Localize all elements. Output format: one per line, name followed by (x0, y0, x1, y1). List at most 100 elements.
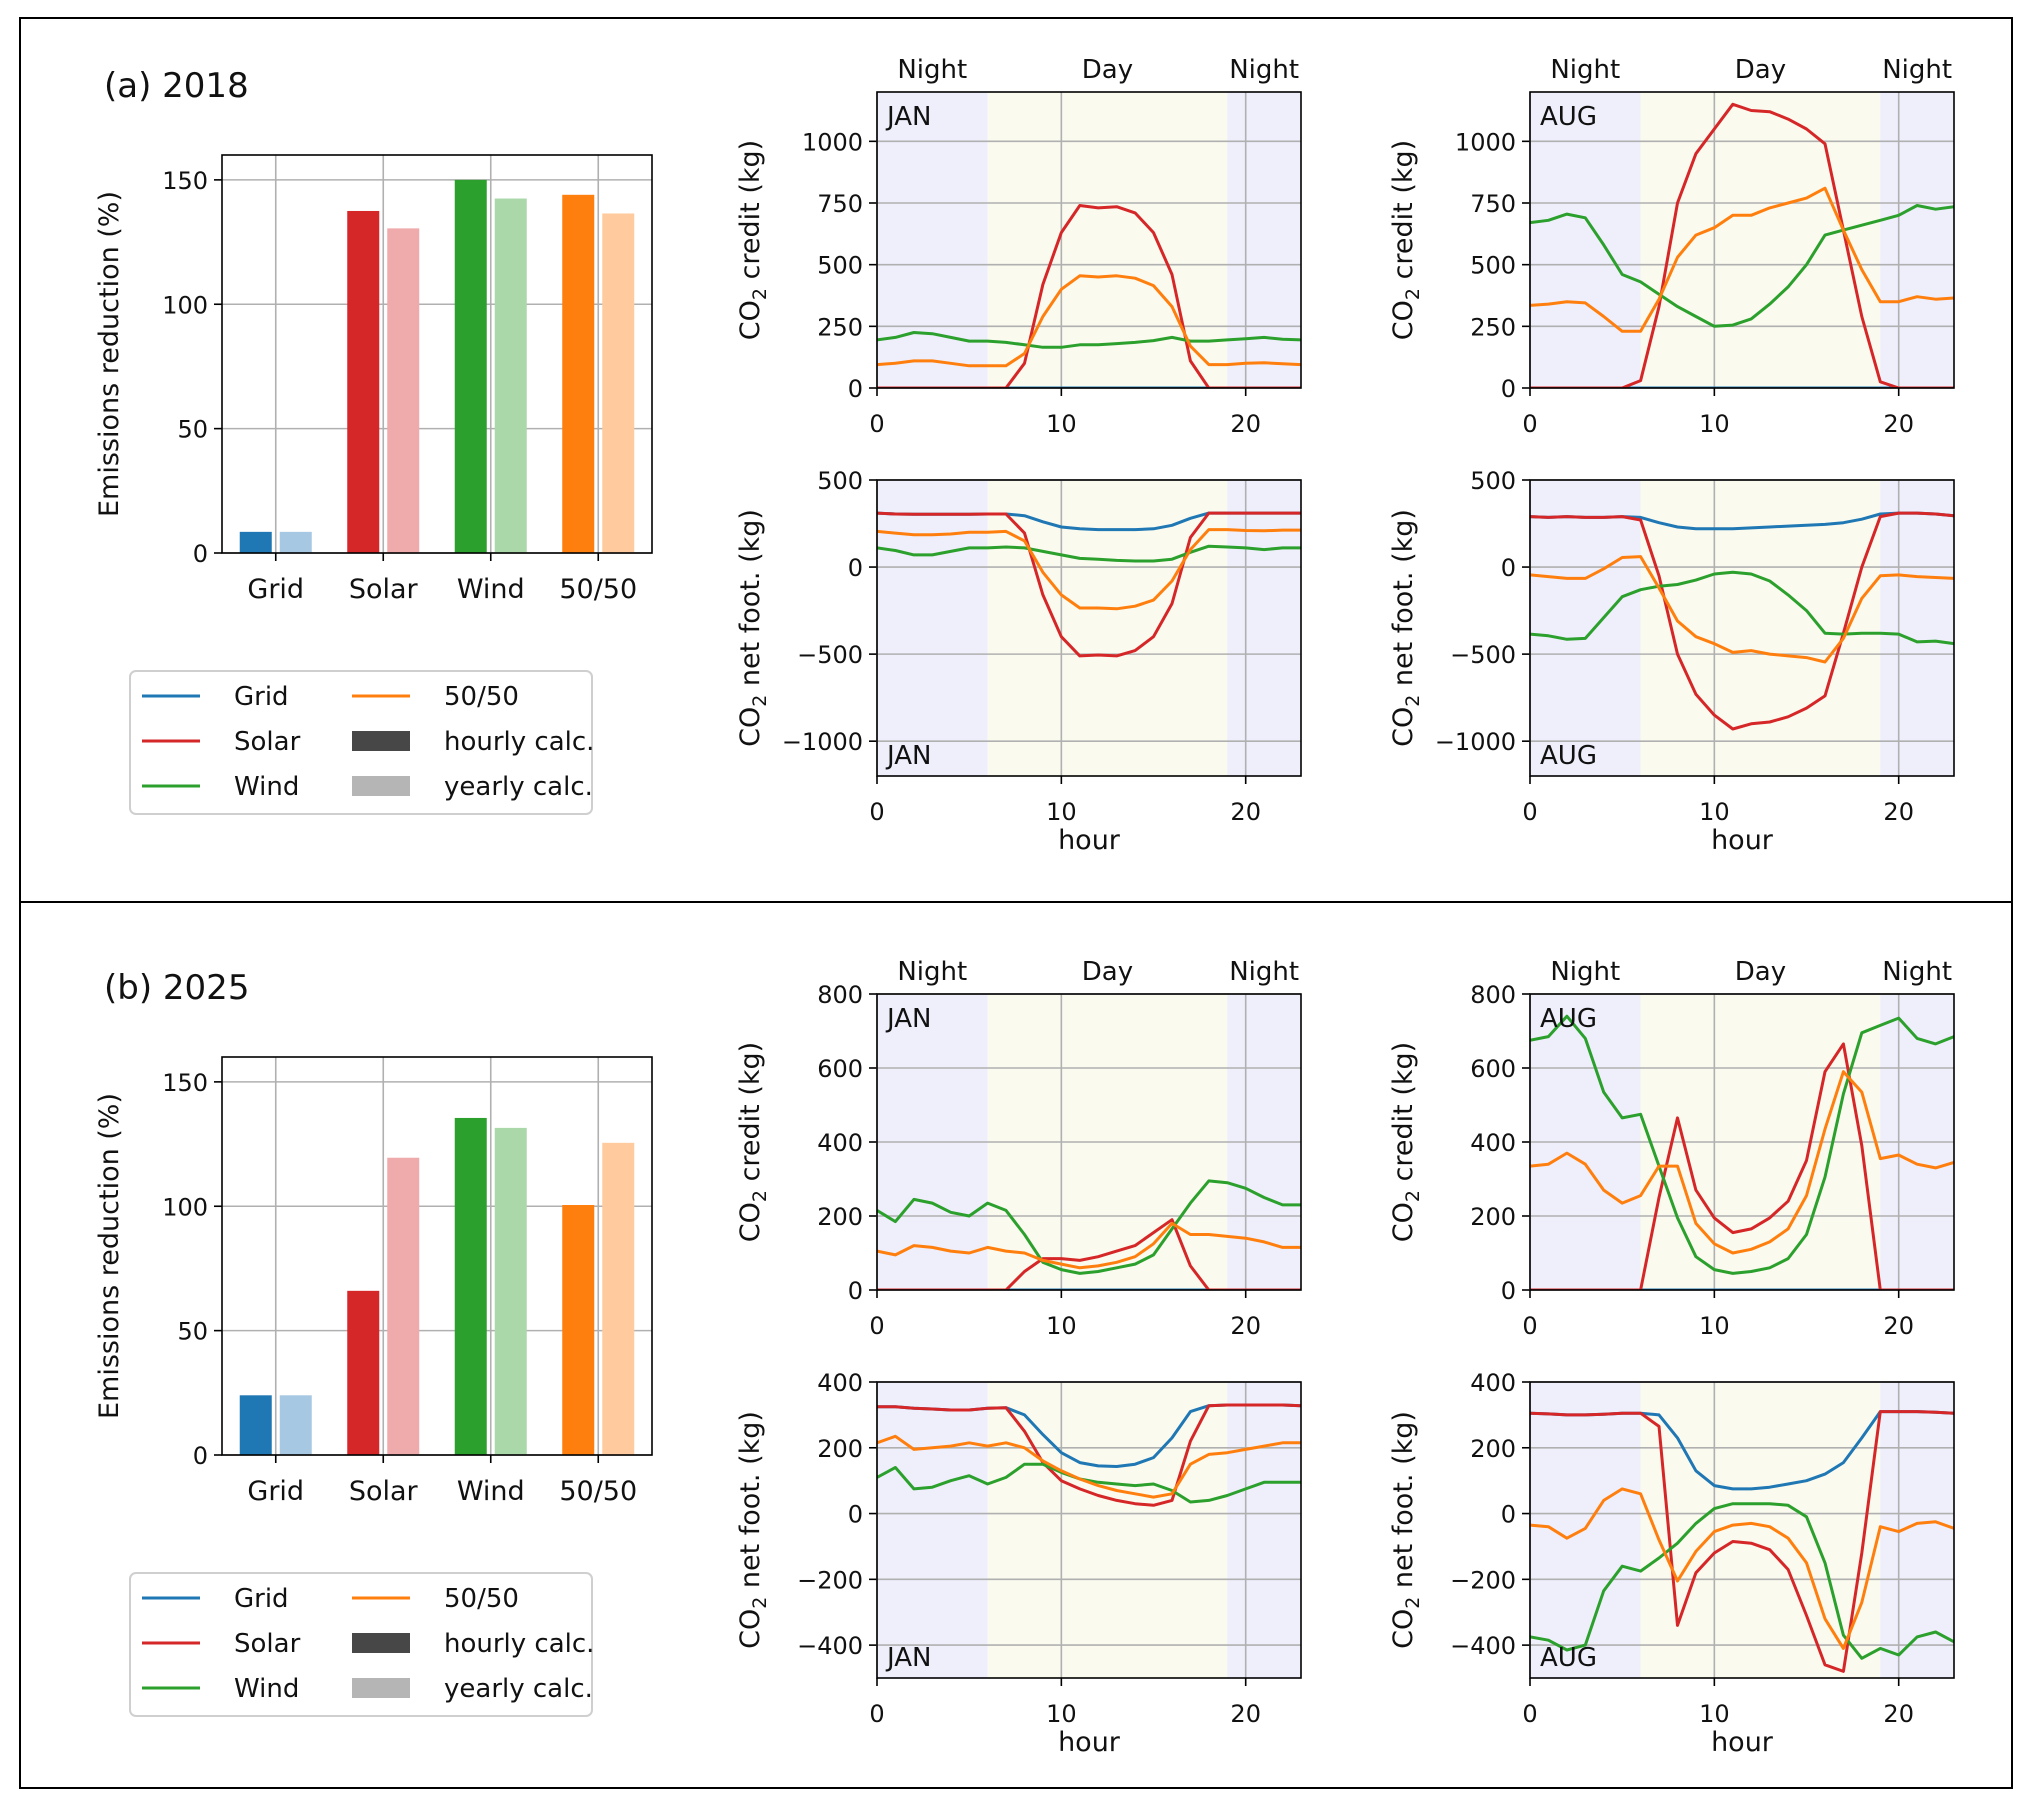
x-tick-label: 0 (869, 1700, 884, 1728)
legend-patch-swatch (352, 1678, 410, 1698)
y-tick-label: 750 (1470, 190, 1516, 218)
y-label-rest: net foot. (kg) (735, 509, 766, 695)
y-tick-label: 150 (162, 167, 208, 195)
y-tick-label: −500 (797, 641, 863, 669)
night-shade (877, 92, 988, 388)
y-tick-label: 400 (1470, 1369, 1516, 1397)
bar-y-label: Emissions reduction (%) (94, 1093, 125, 1419)
legend-patch-swatch (352, 1633, 410, 1653)
bar-yearly (387, 1157, 420, 1455)
x-tick-label: 20 (1230, 410, 1261, 438)
series-line-solar (877, 1218, 1301, 1290)
series-line-solar (1530, 1042, 1954, 1290)
x-axis-label: hour (1711, 825, 1774, 856)
line-chart-jan-credit: 0 200 400 600 800 0 10 20 JAN Night Day Night CO2 cr… (735, 957, 1302, 1340)
panel-b-frame (19, 901, 2013, 1789)
y-label-rest: credit (kg) (1388, 1042, 1419, 1190)
month-label: AUG (1540, 1643, 1597, 1673)
y-tick-label: 500 (1470, 252, 1516, 280)
night-shade (877, 1382, 988, 1678)
line-chart-jan-credit: 0 250 500 750 1000 0 10 20 JAN Night Day Night CO2 c… (735, 55, 1302, 438)
legend: Grid Solar Wind 50/50 hourly calc. yearly cal… (129, 1572, 594, 1717)
y-tick-label: 200 (1470, 1435, 1516, 1463)
month-label: AUG (1540, 1004, 1597, 1034)
series-line-solar (877, 511, 1301, 658)
series-line-50-50 (1530, 186, 1954, 333)
x-tick-label: 20 (1230, 798, 1261, 826)
legend-label: Solar (234, 727, 301, 757)
day-night-label: Night (1229, 957, 1299, 987)
y-label-sub: 2 (749, 1597, 771, 1609)
line-axes-frame (876, 993, 1302, 1291)
series-line-solar (877, 1403, 1301, 1507)
x-tick-label: Wind (457, 1476, 525, 1507)
day-night-label: Night (1882, 957, 1952, 987)
y-tick-label: 0 (1501, 1277, 1516, 1305)
night-shade (877, 480, 988, 776)
y-axis-label: CO2 credit (kg) (735, 140, 771, 340)
x-tick-label: 0 (1522, 410, 1537, 438)
x-tick-label: 10 (1699, 1700, 1730, 1728)
night-shade (1530, 92, 1641, 388)
y-axis-label: CO2 credit (kg) (735, 1042, 771, 1242)
night-shade (1880, 480, 1954, 776)
y-tick-label: 0 (1501, 1501, 1516, 1529)
x-tick-label: 0 (869, 1312, 884, 1340)
line-chart-aug-credit: 0 200 400 600 800 0 10 20 AUG Night Day Night CO2 cr… (1388, 957, 1955, 1340)
y-tick-label: 0 (193, 1442, 208, 1470)
y-tick-label: 600 (817, 1055, 863, 1083)
y-tick-label: 0 (1501, 554, 1516, 582)
y-tick-label: −1000 (782, 728, 863, 756)
line-axes-frame (1529, 993, 1955, 1291)
series-line-wind (877, 1179, 1301, 1275)
x-tick-label: 20 (1883, 410, 1914, 438)
bar-hourly (239, 531, 272, 553)
day-shade (1640, 480, 1881, 776)
y-label-rest: credit (kg) (735, 1042, 766, 1190)
bar-hourly (454, 1117, 487, 1455)
line-axes-frame (876, 91, 1302, 389)
y-tick-label: 0 (193, 540, 208, 568)
series-line-50-50 (877, 1221, 1301, 1270)
line-axes-frame (1529, 91, 1955, 389)
y-axis-label: CO2 credit (kg) (1388, 140, 1424, 340)
legend-label: Wind (234, 1674, 299, 1704)
y-tick-label: 600 (1470, 1055, 1516, 1083)
legend-label: 50/50 (444, 682, 519, 712)
y-tick-label: 200 (817, 1203, 863, 1231)
y-tick-label: 200 (1470, 1203, 1516, 1231)
bar-hourly (347, 210, 380, 553)
day-night-label: Night (1229, 55, 1299, 85)
y-tick-label: 0 (848, 1277, 863, 1305)
y-tick-label: 500 (817, 467, 863, 495)
bar-axes-frame (221, 154, 653, 554)
x-tick-label: Wind (457, 574, 525, 605)
y-label-main: CO (1388, 1609, 1419, 1649)
y-label-main: CO (735, 1202, 766, 1242)
y-label-rest: net foot. (kg) (1388, 509, 1419, 695)
line-chart-aug-credit: 0 250 500 750 1000 0 10 20 AUG Night Day Night CO2 c… (1388, 55, 1955, 438)
y-label-main: CO (1388, 707, 1419, 747)
y-axis-label: CO2 net foot. (kg) (1388, 1411, 1424, 1649)
legend-label: Solar (234, 1629, 301, 1659)
x-tick-label: 0 (869, 410, 884, 438)
y-tick-label: 400 (1470, 1129, 1516, 1157)
legend-label: hourly calc. (444, 1629, 594, 1659)
legend-patch-swatch (352, 776, 410, 796)
x-tick-label: 10 (1046, 1312, 1077, 1340)
y-axis-label: CO2 net foot. (kg) (1388, 509, 1424, 747)
x-tick-label: 10 (1046, 410, 1077, 438)
series-line-wind (877, 1462, 1301, 1504)
y-label-main: CO (735, 1609, 766, 1649)
legend-label: Wind (234, 772, 299, 802)
month-label: AUG (1540, 741, 1597, 771)
bar-y-label: Emissions reduction (%) (94, 191, 125, 517)
series-line-solar (1530, 511, 1954, 731)
series-line-50-50 (877, 274, 1301, 368)
y-tick-label: 0 (848, 1501, 863, 1529)
x-tick-label: 10 (1699, 1312, 1730, 1340)
y-label-sub: 2 (749, 695, 771, 707)
x-tick-label: 10 (1046, 798, 1077, 826)
y-tick-label: −500 (1450, 641, 1516, 669)
y-tick-label: 500 (1470, 467, 1516, 495)
